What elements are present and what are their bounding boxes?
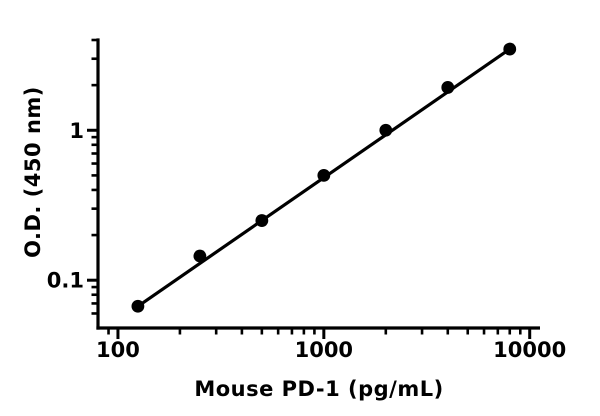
- data-point: [379, 123, 393, 137]
- x-axis-title: Mouse PD-1 (pg/mL): [194, 377, 443, 401]
- data-point: [131, 299, 145, 313]
- y-tick-label: 0.1: [47, 269, 84, 293]
- major-ticks: [87, 128, 532, 339]
- x-tick-label: 10000: [493, 338, 566, 362]
- data-point: [193, 249, 207, 263]
- x-tick-label: 1000: [295, 338, 353, 362]
- x-tick-label: 100: [96, 338, 140, 362]
- x-tick-labels: 100 1000 10000: [96, 338, 566, 362]
- data-point: [503, 42, 517, 56]
- data-point: [255, 214, 269, 227]
- y-tick-label: 1: [69, 119, 84, 143]
- data-point: [441, 81, 455, 94]
- data-points: [131, 42, 517, 313]
- y-axis-title: O.D. (450 nm): [21, 86, 45, 258]
- y-tick-labels: 10.1: [47, 119, 84, 293]
- minor-ticks: [91, 38, 522, 335]
- data-point: [317, 169, 331, 182]
